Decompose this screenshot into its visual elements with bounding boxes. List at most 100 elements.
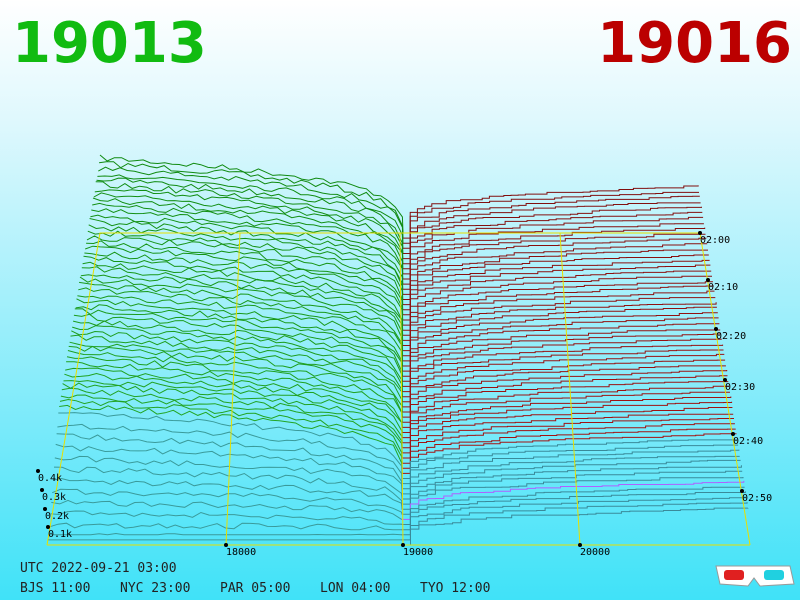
ask-depth-line: [402, 195, 700, 244]
price-tick-label: 18000: [226, 547, 256, 558]
time-tick: [731, 432, 735, 436]
ask-depth-line: [402, 507, 749, 546]
ask-depth-line: [402, 353, 725, 398]
ask-depth-line: [401, 396, 732, 439]
ask-depth-line: [401, 470, 743, 510]
bid-depth-line: [68, 345, 403, 418]
depth-tick-label: 0.4k: [38, 473, 62, 484]
bid-depth-line: [81, 266, 404, 341]
ask-depth-line: [401, 370, 728, 413]
bid-depth-line: [75, 304, 404, 377]
glasses-icon: [715, 565, 795, 587]
ask-depth-line: [401, 418, 734, 459]
bid-depth-line: [95, 181, 404, 259]
time-tick: [706, 278, 710, 282]
bid-depth-line: [66, 361, 403, 433]
ask-depth-line: [402, 259, 710, 306]
ask-depth-line: [402, 323, 720, 367]
ask-depth-line: [402, 281, 713, 326]
bid-depth-line: [53, 477, 403, 510]
bid-depth-line: [85, 245, 404, 320]
ask-depth-line: [402, 206, 702, 254]
ask-depth-line: [401, 375, 728, 418]
city-time: LON 04:00: [320, 581, 390, 596]
city-time: TYO 12:00: [420, 581, 490, 596]
bid-depth-line: [78, 287, 404, 361]
bid-depth-line: [92, 202, 404, 280]
ask-depth-line: [403, 185, 699, 234]
grid: [46, 232, 751, 546]
bid-depth-line: [62, 382, 403, 453]
ask-depth-line: [401, 477, 744, 515]
time-tick: [740, 489, 744, 493]
ask-depth-line: [402, 302, 717, 347]
ask-depth-line: [401, 465, 742, 505]
ask-depth-line: [402, 254, 709, 300]
price-grid-line: [225, 232, 241, 546]
ask-depth-line: [401, 449, 740, 490]
time-tick-label: 02:50: [742, 493, 772, 504]
bid-depth-line: [53, 466, 403, 505]
bid-depth-line: [71, 330, 403, 402]
ask-depth-line: [401, 486, 745, 526]
depth-tick: [40, 488, 44, 492]
ask-price: 19016: [597, 11, 792, 76]
ask-depth-line: [402, 306, 717, 352]
ask-depth-line: [401, 444, 739, 485]
bid-depth-line: [86, 240, 404, 315]
ask-depth-line: [402, 202, 701, 249]
ask-depth-line: [401, 385, 730, 428]
ask-depth-line: [402, 317, 719, 362]
time-tick-label: 02:20: [716, 331, 746, 342]
lens-red: [724, 570, 744, 580]
depth-lines: [47, 154, 749, 546]
time-tick-label: 02:40: [733, 436, 763, 447]
city-time: PAR 05:00: [220, 581, 290, 596]
bid-depth-line: [66, 356, 403, 428]
bid-depth-line: [80, 274, 404, 346]
bid-depth-line: [65, 367, 403, 438]
ask-depth-line: [401, 459, 741, 500]
depth-tick-label: 0.1k: [48, 529, 72, 540]
bid-depth-line: [67, 350, 403, 423]
city-time: NYC 23:00: [120, 581, 190, 596]
bid-depth-line: [72, 320, 403, 392]
ask-depth-line: [402, 243, 708, 290]
time-tick: [723, 378, 727, 382]
time-tick: [714, 327, 718, 331]
bid-depth-line: [51, 499, 403, 520]
bid-depth-line: [96, 177, 404, 254]
ask-depth-line: [402, 349, 724, 393]
ask-depth-line: [402, 312, 718, 357]
depth-tick: [43, 507, 47, 511]
price-grid-line: [399, 232, 404, 546]
bid-depth-line: [99, 161, 404, 239]
ask-depth-line: [402, 223, 704, 270]
ask-depth-line: [402, 365, 726, 408]
bid-depth-line: [79, 276, 404, 351]
ask-depth-line: [402, 285, 714, 331]
bid-depth-line: [92, 197, 404, 274]
ask-depth-line: [401, 407, 733, 449]
ask-depth-line: [402, 344, 724, 387]
ask-depth-line: [402, 264, 711, 311]
bid-depth-line: [77, 295, 404, 367]
bid-depth-line: [52, 488, 403, 515]
bid-depth-line: [56, 433, 403, 489]
bid-depth-line: [55, 443, 403, 494]
ask-depth-line: [402, 211, 703, 260]
ask-depth-line: [402, 249, 708, 295]
price-tick: [224, 543, 228, 547]
ask-depth-line: [401, 439, 738, 480]
bid-depth-line: [58, 412, 403, 479]
lens-cyan: [764, 570, 784, 580]
ask-depth-line: [402, 216, 704, 265]
utc-time: UTC 2022-09-21 03:00: [20, 561, 177, 576]
bid-depth-line: [98, 166, 404, 244]
bid-depth-line: [90, 214, 404, 290]
ask-depth-line: [401, 502, 748, 541]
bid-depth-line: [79, 281, 404, 356]
bid-depth-line: [61, 387, 403, 459]
bid-depth-line: [49, 522, 403, 531]
